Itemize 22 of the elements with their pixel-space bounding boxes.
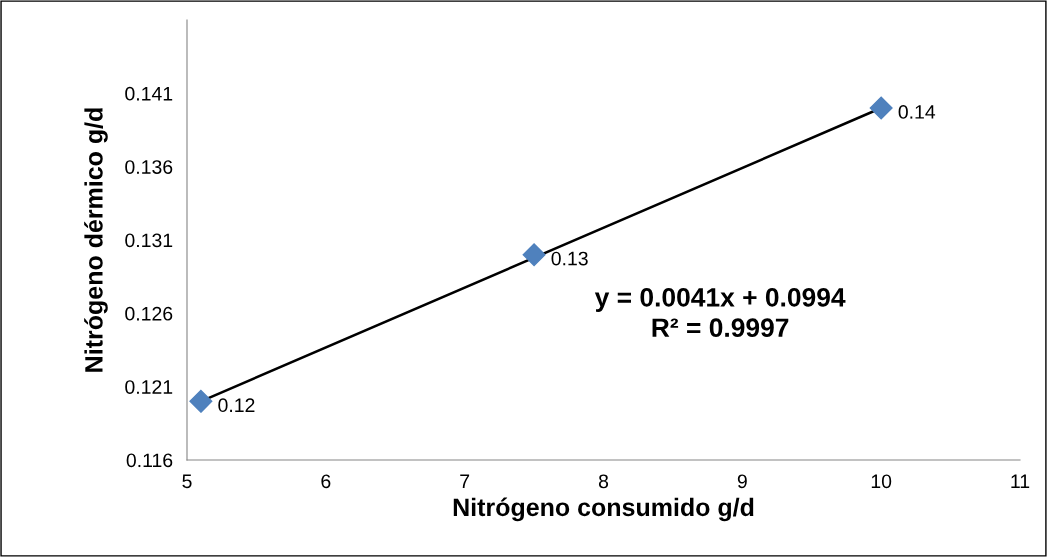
x-tick-label: 8 xyxy=(598,474,609,489)
x-tick-label: 10 xyxy=(871,474,892,489)
data-label: 0.14 xyxy=(898,105,936,119)
data-label: 0.13 xyxy=(551,251,588,266)
x-tick-label: 7 xyxy=(460,474,470,488)
y-tick-label: 0.131 xyxy=(125,233,173,248)
y-tick-label: 0.141 xyxy=(125,86,173,101)
y-tick-label: 0.121 xyxy=(125,380,173,394)
x-tick-label: 9 xyxy=(737,474,747,489)
x-tick-label: 11 xyxy=(1011,474,1030,488)
point xyxy=(189,389,213,413)
y-tick-label: 0.116 xyxy=(126,453,173,468)
y-axis-title: Nitrógeno dérmico g/d xyxy=(84,108,108,372)
annotation: y = 0.0041x + 0.0994 R² = 0.9997 xyxy=(594,288,846,338)
point xyxy=(869,96,893,120)
x-tick-label: 5 xyxy=(182,474,192,489)
data-label: 0.12 xyxy=(218,398,255,413)
y-tick-label: 0.126 xyxy=(125,306,173,321)
x-tick-label: 6 xyxy=(321,474,331,489)
y-tick-label: 0.136 xyxy=(125,160,173,174)
x-axis-title: Nitrógeno consumido g/d xyxy=(453,497,754,522)
point xyxy=(522,243,546,267)
